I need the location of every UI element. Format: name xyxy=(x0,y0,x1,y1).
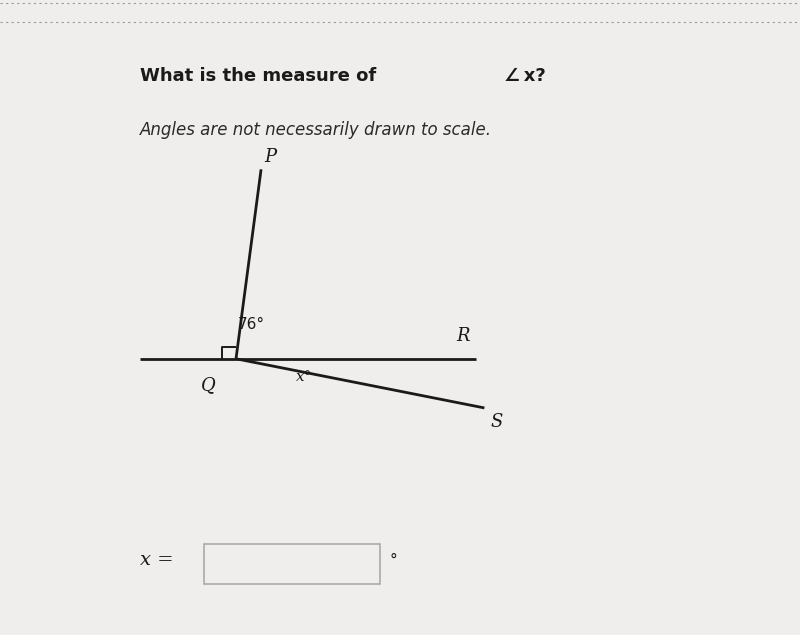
Text: Q: Q xyxy=(202,377,216,394)
Text: P: P xyxy=(265,148,277,166)
Text: °: ° xyxy=(390,552,398,568)
Text: What is the measure of: What is the measure of xyxy=(140,67,382,84)
Text: S: S xyxy=(490,413,503,431)
FancyBboxPatch shape xyxy=(204,544,380,584)
Text: x°: x° xyxy=(296,370,312,384)
Text: ∠ x?: ∠ x? xyxy=(504,67,546,84)
Text: x =: x = xyxy=(140,551,174,569)
Text: R: R xyxy=(456,327,470,345)
Text: 76°: 76° xyxy=(238,317,265,332)
Text: Angles are not necessarily drawn to scale.: Angles are not necessarily drawn to scal… xyxy=(140,121,492,138)
